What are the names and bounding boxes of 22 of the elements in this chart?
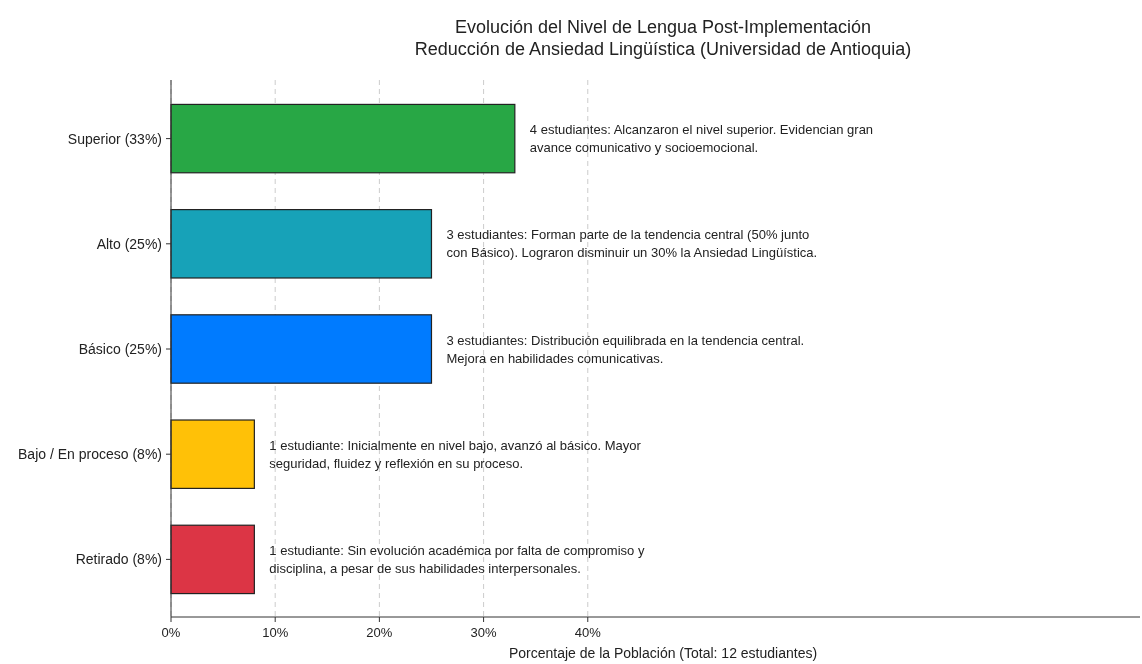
- y-tick-label: Superior (33%): [67, 130, 162, 147]
- y-tick-label: Bajo / En proceso (8%): [18, 446, 162, 463]
- bar: [170, 103, 516, 174]
- x-axis-title: Porcentaje de la Población (Total: 12 estudiantes): [508, 645, 818, 661]
- x-tick-label: 10%: [262, 625, 289, 640]
- x-tick-label: 0%: [161, 625, 181, 640]
- bar: [170, 419, 255, 489]
- annotation: 4 estudiantes: Alcanzaron el nivel superior. Evidencian gran avance comunicativo y socioemocional.: [529, 122, 874, 156]
- bar: [170, 524, 255, 595]
- annotation: 1 estudiante: Inicialmente en nivel bajo, avanzó al básico. Mayor seguridad, fluidez y reflexión en su proceso.: [269, 437, 642, 471]
- annotation: 3 estudiantes: Distribución equilibrada en la tendencia central. Mejora en habilidades comunicativas.: [446, 332, 805, 366]
- x-tick-label: 30%: [470, 625, 498, 640]
- x-tick-label: 20%: [366, 625, 393, 640]
- y-tick-label: Básico (25%): [78, 340, 162, 357]
- annotation: 3 estudiantes: Forman parte de la tendencia central (50% junto con Básico). Lograron disminuir un 30% la Ansiedad Lingüística.: [446, 227, 818, 261]
- chart-title: Evolución del Nivel de Lengua Post-Implementación Reducción de Ansiedad Lingüística (Universidad de Antioquia): [414, 17, 912, 59]
- x-tick-label: 40%: [574, 625, 602, 640]
- y-tick-label: Retirado (8%): [75, 551, 162, 568]
- bar: [170, 314, 433, 384]
- bar: [170, 209, 433, 279]
- y-tick-label: Alto (25%): [96, 235, 162, 252]
- annotation: 1 estudiante: Sin evolución académica por falta de compromiso y disciplina, a pesar de sus habilidades interpersonales.: [269, 542, 645, 576]
